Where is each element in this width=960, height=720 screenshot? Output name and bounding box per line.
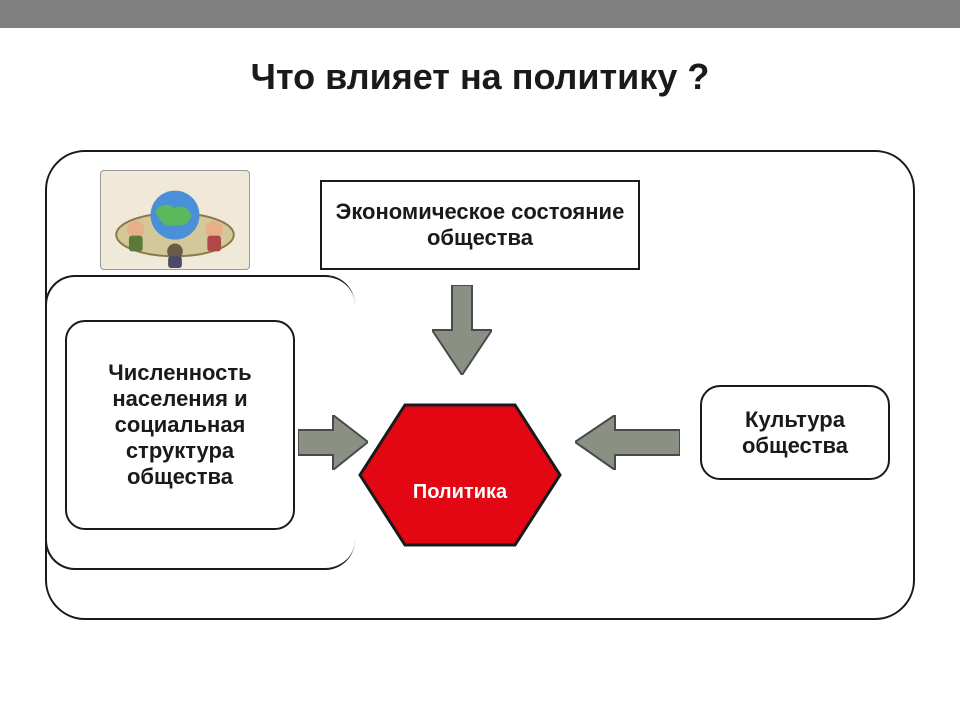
box-population-structure-text: Численность населения и социальная струк… <box>77 360 283 490</box>
arrow-left <box>575 415 680 470</box>
arrow-down <box>432 285 492 375</box>
page-title: Что влияет на политику ? <box>0 56 960 98</box>
box-economic-state-text: Экономическое состояние общества <box>330 199 630 251</box>
box-culture-text: Культура общества <box>712 407 878 459</box>
meeting-globe-clipart <box>100 170 250 270</box>
box-economic-state: Экономическое состояние общества <box>320 180 640 270</box>
box-culture: Культура общества <box>700 385 890 480</box>
center-hexagon-label: Политика <box>350 481 570 504</box>
center-hexagon: Политика <box>350 395 570 555</box>
arrow-right <box>298 415 368 470</box>
box-population-structure: Численность населения и социальная струк… <box>65 320 295 530</box>
top-bar <box>0 0 960 28</box>
